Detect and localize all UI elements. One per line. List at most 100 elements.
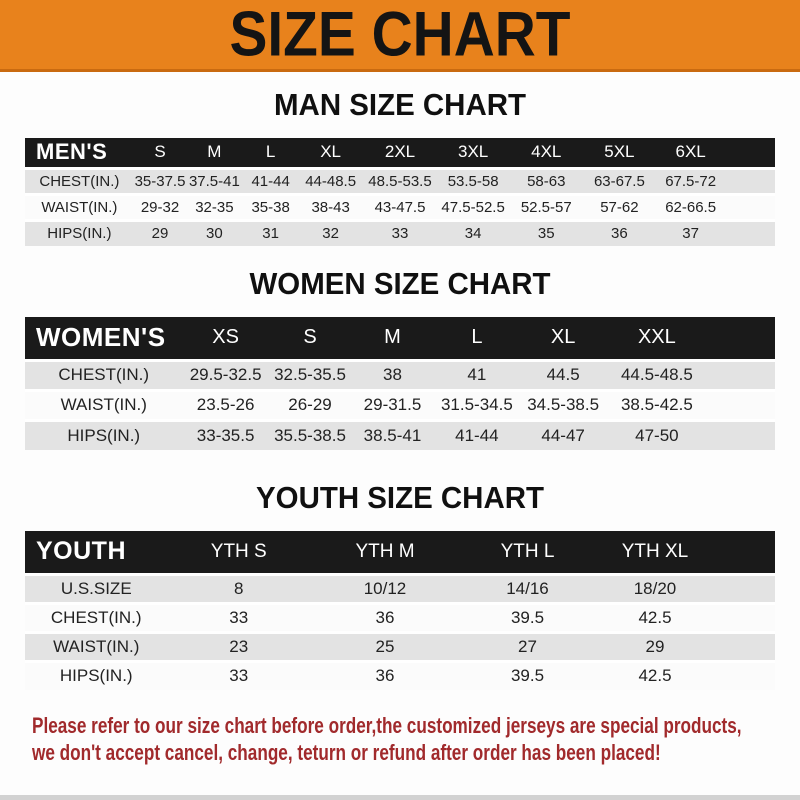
size-value-cell: 27 xyxy=(518,636,537,656)
size-value-cell: 44-48.5 xyxy=(305,172,357,190)
size-value-cell: 35 xyxy=(537,225,555,243)
row-label-cell: WAIST(IN.) xyxy=(41,198,118,216)
column-header-cell: XXL xyxy=(637,326,676,349)
spacer-cell xyxy=(715,661,775,690)
women-size-table: WOMEN'S XS S M L XL XXL CHEST(IN.) 29.5-32.5 32.5… xyxy=(25,317,775,450)
size-value-cell: 30 xyxy=(206,225,223,243)
table-header-row: MEN'S S M L XL 2XL 3XL 4XL 5XL 6XL xyxy=(25,138,775,168)
column-header-cell: L xyxy=(265,142,276,162)
spacer-cell xyxy=(726,168,775,194)
size-value-cell: 35-37.5 xyxy=(134,172,186,190)
size-value-cell: 31 xyxy=(262,225,279,243)
size-value-cell: 53.5-58 xyxy=(447,172,499,190)
size-value-cell: 10/12 xyxy=(363,578,407,598)
disclaimer-line-2: we don't accept cancel, change, teturn o… xyxy=(32,740,661,765)
size-value-cell: 47-50 xyxy=(635,425,679,445)
size-value-cell: 41-44 xyxy=(455,425,499,445)
size-value-cell: 35-38 xyxy=(251,198,290,216)
size-value-cell: 23.5-26 xyxy=(196,395,255,414)
size-value-cell: 29 xyxy=(151,225,169,243)
table-row: WAIST(IN.) 29-32 32-35 35-38 38-43 43-47.5 47.… xyxy=(25,194,775,220)
size-value-cell: 38.5-42.5 xyxy=(620,395,693,414)
column-header-cell: M xyxy=(384,326,401,349)
column-header-cell: M xyxy=(207,142,222,162)
column-header-cell: S xyxy=(154,142,166,162)
column-header-cell: 6XL xyxy=(675,142,706,162)
size-value-cell: 38 xyxy=(383,365,402,384)
column-header-cell: L xyxy=(471,326,483,349)
size-value-cell: 58-63 xyxy=(527,172,566,190)
row-label-cell: CHEST(IN.) xyxy=(58,365,150,384)
table-title-cell: MEN'S xyxy=(36,139,108,165)
table-header-row: YOUTH YTH S YTH M YTH L YTH XL xyxy=(25,531,775,574)
disclaimer-line-1: Please refer to our size chart before or… xyxy=(32,713,742,738)
size-value-cell: 41-44 xyxy=(251,172,290,190)
column-header-cell: XS xyxy=(212,326,239,349)
size-value-cell: 35.5-38.5 xyxy=(274,425,346,445)
size-value-cell: 36 xyxy=(375,607,395,627)
table-row: HIPS(IN.) 33-35.5 35.5-38.5 38.5-41 41-44 44-… xyxy=(25,420,775,450)
size-value-cell: 39.5 xyxy=(510,607,545,627)
row-label-cell: HIPS(IN.) xyxy=(47,225,112,243)
size-value-cell: 34.5-38.5 xyxy=(527,395,600,414)
size-value-cell: 29-32 xyxy=(140,198,180,216)
size-value-cell: 37.5-41 xyxy=(188,172,240,190)
table-title-cell: WOMEN'S xyxy=(36,322,166,353)
column-header-cell: YTH M xyxy=(355,540,415,562)
man-size-table: MEN'S S M L XL 2XL 3XL 4XL 5XL 6XL CHEST(IN.) 35-37… xyxy=(25,138,775,246)
spacer-cell xyxy=(708,420,776,450)
column-header-cell: XL xyxy=(550,326,576,349)
size-value-cell: 33 xyxy=(229,666,249,686)
column-header-cell: YTH XL xyxy=(621,540,689,562)
bottom-edge-strip xyxy=(0,795,800,800)
table-row: HIPS(IN.) 29 30 31 32 33 34 35 36 37 xyxy=(25,220,775,246)
size-value-cell: 33 xyxy=(229,607,249,627)
table-row: HIPS(IN.) 33 36 39.5 42.5 xyxy=(25,661,775,690)
size-value-cell: 38-43 xyxy=(311,198,350,216)
size-value-cell: 38.5-41 xyxy=(363,425,422,445)
size-value-cell: 48.5-53.5 xyxy=(368,172,432,190)
size-value-cell: 33 xyxy=(391,225,409,243)
row-label-cell: WAIST(IN.) xyxy=(60,395,147,414)
size-value-cell: 37 xyxy=(682,225,699,243)
row-label-cell: HIPS(IN.) xyxy=(67,425,141,445)
size-value-cell: 33-35.5 xyxy=(196,425,255,445)
table-row: CHEST(IN.) 33 36 39.5 42.5 xyxy=(25,603,775,632)
table-title-cell: YOUTH xyxy=(36,537,126,566)
size-value-cell: 18/20 xyxy=(633,578,677,598)
size-value-cell: 29.5-32.5 xyxy=(189,365,262,384)
size-value-cell: 26-29 xyxy=(288,395,332,414)
row-label-cell: CHEST(IN.) xyxy=(50,607,142,627)
row-label-cell: HIPS(IN.) xyxy=(59,666,133,686)
size-value-cell: 63-67.5 xyxy=(593,172,645,190)
spacer-cell xyxy=(726,194,775,220)
size-value-cell: 62-66.5 xyxy=(665,198,717,216)
size-value-cell: 44.5 xyxy=(546,365,580,384)
size-value-cell: 31.5-34.5 xyxy=(440,395,513,414)
column-header-cell: 2XL xyxy=(384,142,416,162)
spacer-cell xyxy=(715,531,775,574)
table-header-row: WOMEN'S XS S M L XL XXL xyxy=(25,317,775,360)
spacer-cell xyxy=(708,317,776,360)
spacer-cell xyxy=(708,390,776,420)
column-header-cell: 4XL xyxy=(531,142,562,162)
size-value-cell: 23 xyxy=(229,636,249,656)
spacer-cell xyxy=(726,220,775,246)
spacer-cell xyxy=(715,632,775,661)
table-row: WAIST(IN.) 23.5-26 26-29 29-31.5 31.5-34.5 34… xyxy=(25,390,775,420)
size-value-cell: 42.5 xyxy=(638,607,672,627)
banner-title: SIZE CHART xyxy=(229,0,571,70)
size-value-cell: 47.5-52.5 xyxy=(441,198,505,216)
spacer-cell xyxy=(726,138,775,168)
youth-section-heading: YOUTH SIZE CHART xyxy=(256,480,544,515)
size-value-cell: 8 xyxy=(234,578,244,598)
size-value-cell: 52.5-57 xyxy=(520,198,572,216)
women-section-heading: WOMEN SIZE CHART xyxy=(249,266,551,301)
youth-size-table: YOUTH YTH S YTH M YTH L YTH XL U.S.SIZE 8 10/12… xyxy=(25,531,775,690)
column-header-cell: XL xyxy=(320,142,342,162)
spacer-cell xyxy=(715,574,775,603)
table-row: CHEST(IN.) 35-37.5 37.5-41 41-44 44-48.5 48.5… xyxy=(25,168,775,194)
column-header-cell: 5XL xyxy=(604,142,635,162)
column-header-cell: 3XL xyxy=(458,142,489,162)
